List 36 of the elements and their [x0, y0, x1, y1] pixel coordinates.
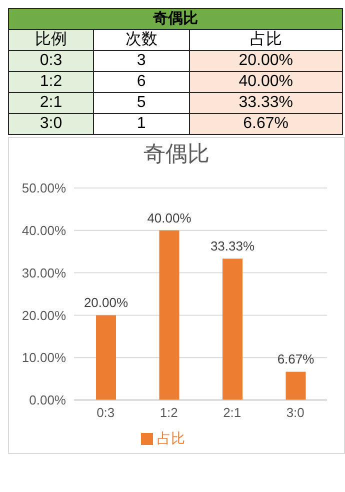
y-tick-label: 40.00%	[22, 223, 66, 238]
data-label: 6	[94, 72, 190, 92]
data-label: 3	[94, 50, 190, 72]
x-tick-label: 3:0	[286, 405, 304, 420]
legend-label: 占比	[157, 430, 185, 446]
text: 40.00%	[238, 73, 293, 90]
chart-title: 奇偶比	[142, 140, 210, 168]
text: 比例	[8, 30, 94, 50]
bar	[222, 258, 242, 400]
text: 33.33%	[238, 94, 293, 111]
text: 20.00%	[238, 52, 293, 69]
text: 奇偶比	[8, 8, 342, 30]
category-label: 3:0	[8, 114, 94, 134]
text: 6.67%	[243, 115, 289, 132]
category-label: 1:2	[8, 72, 94, 92]
category-label: 2:1	[8, 92, 94, 114]
y-tick-label: 20.00%	[22, 308, 66, 323]
text: 占比	[250, 31, 282, 48]
y-tick-label: 10.00%	[22, 350, 66, 366]
data-label: 20.00%	[84, 295, 128, 310]
x-tick-label: 1:2	[160, 405, 178, 420]
x-tick-label: 2:1	[223, 405, 242, 420]
bar	[159, 230, 180, 400]
y-tick-label: 50.00%	[22, 180, 66, 196]
y-tick-label: 30.00%	[22, 265, 66, 280]
bar	[96, 315, 116, 400]
data-label: 33.33%	[210, 238, 255, 254]
category-label: 0:3	[8, 50, 94, 72]
bar	[286, 372, 306, 400]
data-label: 1	[94, 114, 190, 134]
x-tick-label: 0:3	[96, 405, 115, 420]
series-label: 次数	[94, 30, 190, 50]
data-label: 5	[94, 92, 190, 114]
y-tick-label: 0.00%	[29, 392, 66, 408]
data-label: 6.67%	[277, 352, 315, 367]
data-label: 40.00%	[147, 210, 192, 226]
